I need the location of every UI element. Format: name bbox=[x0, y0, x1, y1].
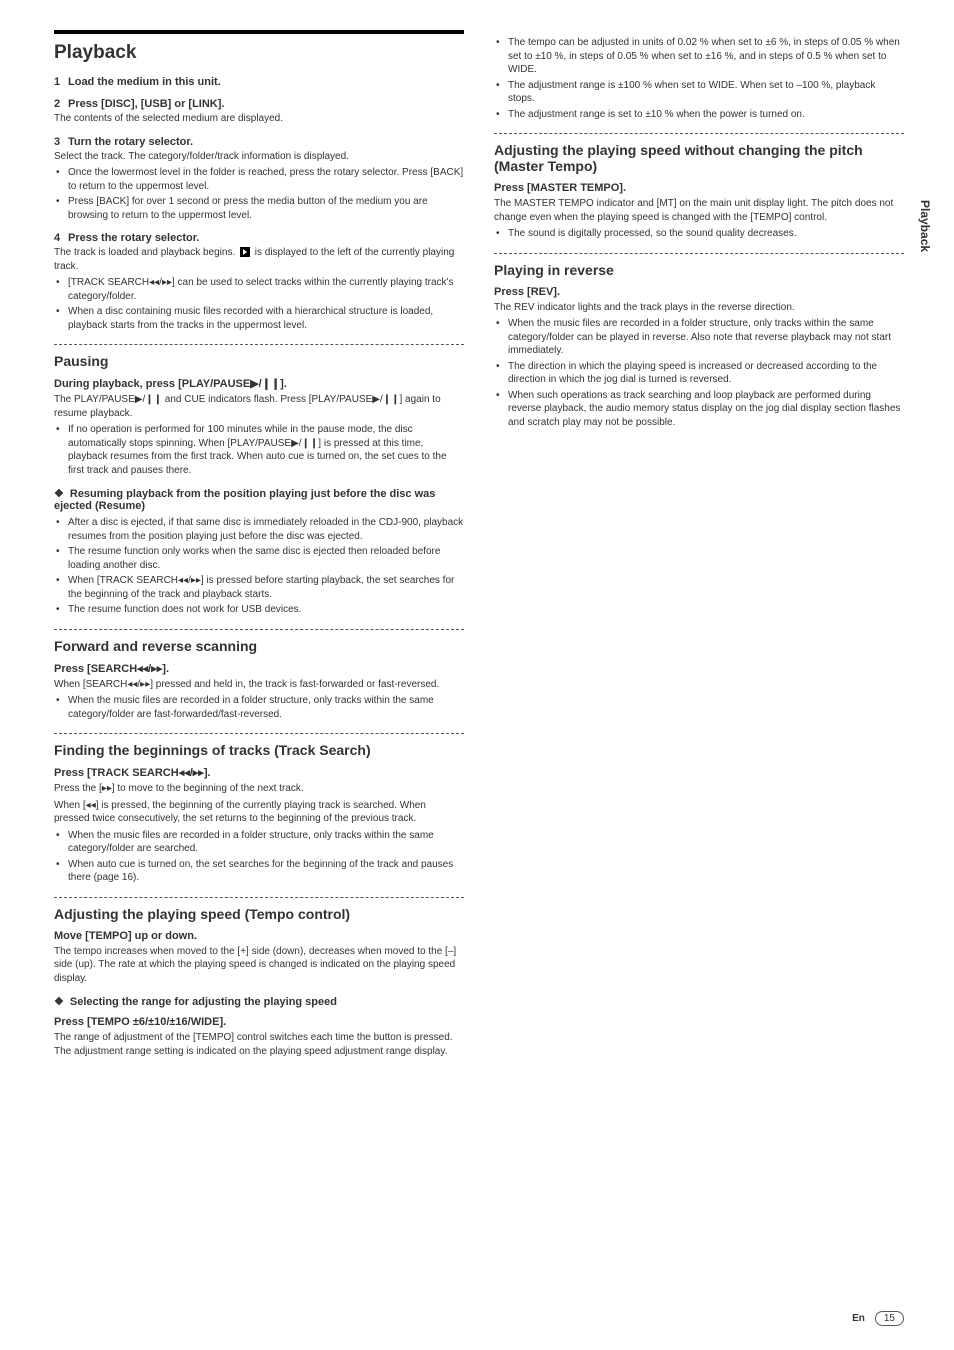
scan-desc: When [SEARCH◂◂/▸▸] pressed and held in, … bbox=[54, 678, 464, 692]
h2-pausing: Pausing bbox=[54, 353, 464, 369]
h3-reverse: Press [REV]. bbox=[494, 286, 904, 298]
list-item: The adjustment range is ±100 % when set … bbox=[494, 79, 904, 106]
list-item: When [TRACK SEARCH◂◂/▸▸] is pressed befo… bbox=[54, 574, 464, 601]
diamond-icon bbox=[54, 488, 70, 500]
h3-pausing: During playback, press [PLAY/PAUSE▶/❙❙]. bbox=[54, 377, 464, 390]
step-text: Press the rotary selector. bbox=[68, 232, 199, 244]
diamond-icon bbox=[54, 996, 70, 1008]
step-num: 3 bbox=[54, 136, 68, 148]
find-p1: Press the [▸▸] to move to the beginning … bbox=[54, 782, 464, 796]
resume-list: After a disc is ejected, if that same di… bbox=[54, 516, 464, 617]
tempo-desc2: The range of adjustment of the [TEMPO] c… bbox=[54, 1031, 464, 1058]
list-item: The sound is digitally processed, so the… bbox=[494, 227, 904, 241]
play-icon bbox=[240, 247, 250, 257]
h2-master-tempo: Adjusting the playing speed without chan… bbox=[494, 142, 904, 174]
divider bbox=[54, 344, 464, 345]
h2-scan: Forward and reverse scanning bbox=[54, 638, 464, 654]
list-item: If no operation is performed for 100 min… bbox=[54, 423, 464, 477]
list-item: The tempo can be adjusted in units of 0.… bbox=[494, 36, 904, 77]
step-text: Turn the rotary selector. bbox=[68, 136, 193, 148]
pausing-list: If no operation is performed for 100 min… bbox=[54, 423, 464, 477]
h4-resume: Resuming playback from the position play… bbox=[54, 487, 464, 512]
master-desc: The MASTER TEMPO indicator and [MT] on t… bbox=[494, 197, 904, 224]
find-p2: When [◂◂] is pressed, the beginning of t… bbox=[54, 799, 464, 826]
footer-lang: En bbox=[852, 1313, 865, 1324]
master-list: The sound is digitally processed, so the… bbox=[494, 227, 904, 241]
h4-text: Selecting the range for adjusting the pl… bbox=[70, 996, 337, 1008]
step-text: Load the medium in this unit. bbox=[68, 76, 221, 88]
tempo-cont-list: The tempo can be adjusted in units of 0.… bbox=[494, 36, 904, 121]
step-4-desc: The track is loaded and playback begins.… bbox=[54, 246, 464, 273]
divider bbox=[494, 253, 904, 254]
list-item: When a disc containing music files recor… bbox=[54, 305, 464, 332]
step-2-desc: The contents of the selected medium are … bbox=[54, 112, 464, 126]
list-item: When the music files are recorded in a f… bbox=[54, 694, 464, 721]
h1-playback: Playback bbox=[54, 42, 464, 64]
text-span: The track is loaded and playback begins. bbox=[54, 247, 238, 258]
h3-find: Press [TRACK SEARCH◂◂/▸▸]. bbox=[54, 766, 464, 779]
find-list: When the music files are recorded in a f… bbox=[54, 829, 464, 885]
divider bbox=[54, 629, 464, 630]
h3-master-tempo: Press [MASTER TEMPO]. bbox=[494, 182, 904, 194]
step-1: 1Load the medium in this unit. bbox=[54, 76, 464, 88]
section-rule bbox=[54, 30, 464, 34]
rev-desc: The REV indicator lights and the track p… bbox=[494, 301, 904, 315]
step-text: Press [DISC], [USB] or [LINK]. bbox=[68, 98, 224, 110]
page-footer: En 15 bbox=[852, 1311, 904, 1326]
footer-page-number: 15 bbox=[875, 1311, 904, 1326]
list-item: The direction in which the playing speed… bbox=[494, 360, 904, 387]
divider bbox=[54, 897, 464, 898]
step-3-desc: Select the track. The category/folder/tr… bbox=[54, 150, 464, 164]
step-4: 4Press the rotary selector. bbox=[54, 232, 464, 244]
list-item: When auto cue is turned on, the set sear… bbox=[54, 858, 464, 885]
list-item: Press [BACK] for over 1 second or press … bbox=[54, 195, 464, 222]
right-column: The tempo can be adjusted in units of 0.… bbox=[494, 30, 904, 1061]
step-2: 2Press [DISC], [USB] or [LINK]. bbox=[54, 98, 464, 110]
list-item: When the music files are recorded in a f… bbox=[494, 317, 904, 358]
pausing-desc: The PLAY/PAUSE▶/❙❙ and CUE indicators fl… bbox=[54, 393, 464, 420]
list-item: After a disc is ejected, if that same di… bbox=[54, 516, 464, 543]
page-content: Playback 1Load the medium in this unit. … bbox=[0, 0, 954, 1081]
step-3-list: Once the lowermost level in the folder i… bbox=[54, 166, 464, 222]
step-num: 2 bbox=[54, 98, 68, 110]
list-item: [TRACK SEARCH◂◂/▸▸] can be used to selec… bbox=[54, 276, 464, 303]
list-item: The resume function only works when the … bbox=[54, 545, 464, 572]
h2-find: Finding the beginnings of tracks (Track … bbox=[54, 742, 464, 758]
step-num: 4 bbox=[54, 232, 68, 244]
h4-tempo-range: Selecting the range for adjusting the pl… bbox=[54, 995, 464, 1008]
h2-reverse: Playing in reverse bbox=[494, 262, 904, 278]
h4-text: Resuming playback from the position play… bbox=[54, 488, 435, 512]
tempo-desc: The tempo increases when moved to the [+… bbox=[54, 945, 464, 986]
list-item: The resume function does not work for US… bbox=[54, 603, 464, 617]
list-item: When the music files are recorded in a f… bbox=[54, 829, 464, 856]
rev-list: When the music files are recorded in a f… bbox=[494, 317, 904, 429]
h2-tempo: Adjusting the playing speed (Tempo contr… bbox=[54, 906, 464, 922]
h3-tempo: Move [TEMPO] up or down. bbox=[54, 930, 464, 942]
step-num: 1 bbox=[54, 76, 68, 88]
step-3: 3Turn the rotary selector. bbox=[54, 136, 464, 148]
left-column: Playback 1Load the medium in this unit. … bbox=[54, 30, 464, 1061]
h3-tempo-wide: Press [TEMPO ±6/±10/±16/WIDE]. bbox=[54, 1016, 464, 1028]
list-item: The adjustment range is set to ±10 % whe… bbox=[494, 108, 904, 122]
h3-scan: Press [SEARCH◂◂/▸▸]. bbox=[54, 662, 464, 675]
scan-list: When the music files are recorded in a f… bbox=[54, 694, 464, 721]
step-4-list: [TRACK SEARCH◂◂/▸▸] can be used to selec… bbox=[54, 276, 464, 332]
divider bbox=[494, 133, 904, 134]
list-item: When such operations as track searching … bbox=[494, 389, 904, 430]
list-item: Once the lowermost level in the folder i… bbox=[54, 166, 464, 193]
side-tab: Playback bbox=[918, 200, 932, 252]
divider bbox=[54, 733, 464, 734]
